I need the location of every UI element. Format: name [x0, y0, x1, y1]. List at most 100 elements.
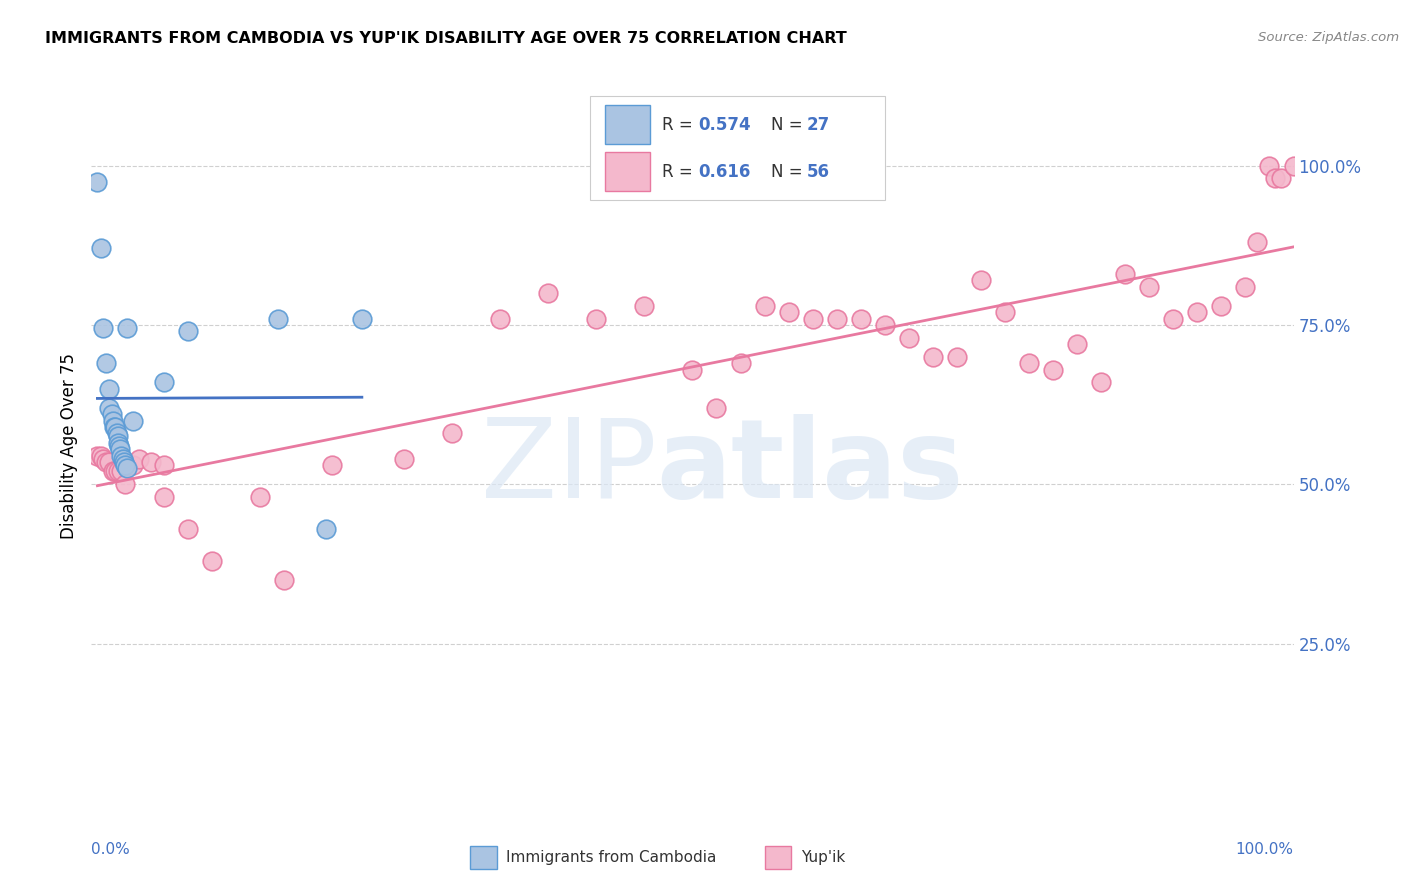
Point: [107, 435, 129, 450]
Point: [1090, 376, 1112, 390]
Point: [107, 429, 129, 443]
Bar: [470, 847, 496, 869]
Point: [801, 311, 824, 326]
Point: [1211, 299, 1233, 313]
Point: [105, 426, 128, 441]
Text: Source: ZipAtlas.com: Source: ZipAtlas.com: [1258, 31, 1399, 45]
Point: [1018, 356, 1040, 370]
Point: [201, 554, 224, 568]
Point: [152, 376, 174, 390]
Point: [122, 458, 145, 472]
Point: [321, 458, 343, 472]
Text: N =: N =: [770, 116, 807, 134]
Point: [111, 451, 134, 466]
Point: [112, 455, 135, 469]
Point: [1066, 337, 1088, 351]
Text: R =: R =: [662, 116, 699, 134]
Point: [98, 455, 121, 469]
Point: [1187, 305, 1209, 319]
Point: [103, 420, 125, 434]
Point: [946, 350, 969, 364]
Point: [94, 455, 117, 469]
Point: [114, 477, 136, 491]
Text: 56: 56: [807, 162, 830, 180]
Point: [489, 311, 512, 326]
Point: [1264, 171, 1286, 186]
Point: [681, 362, 703, 376]
Point: [98, 401, 121, 415]
Point: [86, 175, 108, 189]
Point: [350, 311, 373, 326]
Point: [1270, 171, 1292, 186]
Bar: [605, 152, 651, 191]
Point: [249, 490, 271, 504]
Point: [633, 299, 655, 313]
Text: IMMIGRANTS FROM CAMBODIA VS YUP'IK DISABILITY AGE OVER 75 CORRELATION CHART: IMMIGRANTS FROM CAMBODIA VS YUP'IK DISAB…: [45, 31, 846, 46]
Point: [1042, 362, 1064, 376]
Point: [93, 451, 115, 466]
Point: [1161, 311, 1184, 326]
Point: [1246, 235, 1268, 249]
Point: [1258, 159, 1281, 173]
Point: [994, 305, 1017, 319]
Point: [273, 573, 295, 587]
Point: [110, 442, 132, 457]
Text: N =: N =: [770, 162, 807, 180]
Point: [152, 458, 174, 472]
Point: [970, 273, 993, 287]
Point: [101, 407, 124, 421]
Point: [873, 318, 896, 332]
Text: 0.0%: 0.0%: [91, 842, 131, 857]
Point: [152, 490, 174, 504]
Text: 27: 27: [807, 116, 830, 134]
Point: [585, 311, 607, 326]
Point: [922, 350, 945, 364]
Point: [117, 461, 139, 475]
Point: [315, 522, 337, 536]
Point: [117, 321, 139, 335]
Point: [104, 420, 127, 434]
Text: ZIP: ZIP: [481, 414, 657, 521]
Text: Yup'ik: Yup'ik: [800, 850, 845, 865]
Point: [101, 465, 124, 479]
Point: [110, 449, 132, 463]
Point: [101, 413, 124, 427]
Point: [110, 465, 132, 479]
Point: [825, 311, 848, 326]
Point: [128, 451, 150, 466]
Point: [537, 286, 560, 301]
Point: [98, 382, 121, 396]
Point: [176, 324, 198, 338]
Point: [1234, 279, 1257, 293]
Bar: [765, 847, 792, 869]
Point: [1137, 279, 1160, 293]
Point: [754, 299, 776, 313]
Text: Immigrants from Cambodia: Immigrants from Cambodia: [506, 850, 717, 865]
Text: 100.0%: 100.0%: [1236, 842, 1294, 857]
Point: [440, 426, 463, 441]
Point: [122, 413, 145, 427]
Text: atlas: atlas: [657, 414, 963, 521]
Point: [90, 449, 112, 463]
Point: [392, 451, 415, 466]
Point: [897, 331, 920, 345]
Point: [86, 449, 108, 463]
Point: [706, 401, 728, 415]
Point: [267, 311, 290, 326]
Point: [176, 522, 198, 536]
Point: [90, 242, 112, 256]
Point: [1282, 159, 1305, 173]
Point: [114, 458, 136, 472]
Point: [141, 455, 163, 469]
Point: [93, 321, 115, 335]
Point: [104, 465, 127, 479]
Point: [730, 356, 752, 370]
Text: 0.574: 0.574: [699, 116, 751, 134]
Point: [849, 311, 872, 326]
Point: [778, 305, 800, 319]
Point: [117, 458, 139, 472]
Y-axis label: Disability Age Over 75: Disability Age Over 75: [60, 353, 79, 539]
FancyBboxPatch shape: [591, 96, 884, 200]
Point: [108, 439, 131, 453]
Point: [107, 465, 129, 479]
